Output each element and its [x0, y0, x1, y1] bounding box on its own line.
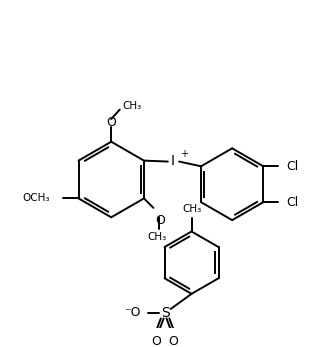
Text: CH₃: CH₃: [182, 204, 201, 213]
Text: CH₃: CH₃: [123, 101, 142, 111]
Text: OCH₃: OCH₃: [23, 193, 50, 203]
Text: I: I: [170, 154, 174, 168]
Text: S: S: [161, 306, 169, 320]
Text: Cl: Cl: [286, 160, 298, 173]
Text: CH₃: CH₃: [148, 232, 167, 243]
Text: O: O: [152, 336, 162, 347]
Text: O: O: [155, 213, 165, 227]
Text: ⁻O: ⁻O: [124, 306, 141, 319]
Text: Cl: Cl: [286, 196, 298, 209]
Text: +: +: [180, 149, 188, 159]
Text: O: O: [106, 116, 116, 129]
Text: O: O: [168, 336, 178, 347]
